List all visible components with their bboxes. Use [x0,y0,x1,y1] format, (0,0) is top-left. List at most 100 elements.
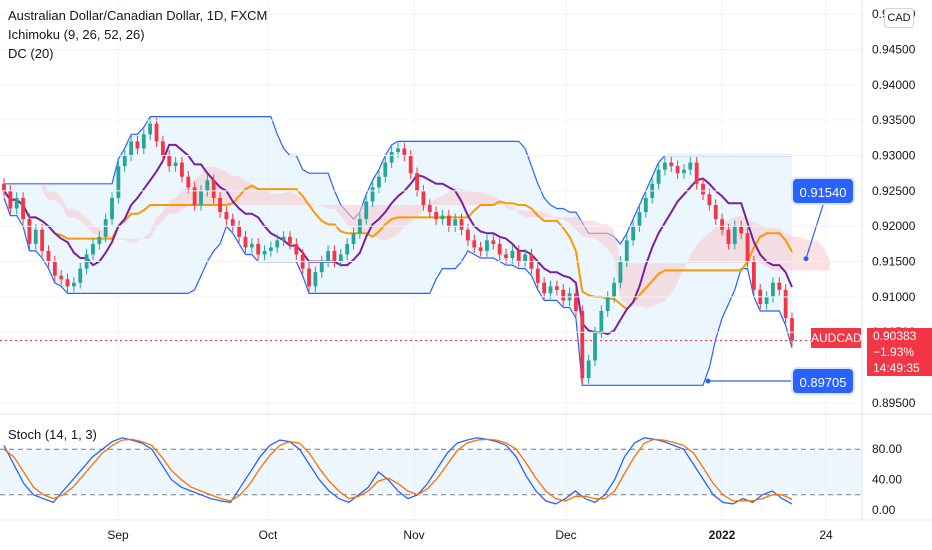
candle-body [408,155,413,174]
candle-body [586,360,591,379]
price-plot[interactable] [0,116,862,386]
candle-body [726,229,731,244]
symbol-tag: AUDCAD [811,328,862,348]
candle-body [173,162,178,167]
time-tick-label: Nov [403,528,424,542]
upper-callout-anchor [803,256,809,262]
candle-body [243,236,248,248]
stoch-axis: 80.00 40.00 0.00 [872,442,902,517]
candle-body [351,233,356,244]
candle-body [40,229,45,251]
candle-body [97,236,102,244]
candle-body [510,250,515,259]
candle-body [688,162,693,170]
stochastic-plot[interactable] [0,437,862,505]
candle-body [542,282,547,294]
ichimoku-cloud [42,166,831,308]
candle-body [732,226,737,244]
donchian-lower [3,197,793,386]
price-tick-label: 0.92500 [872,184,916,198]
candle-body [313,272,318,287]
candle-body [504,254,508,259]
time-tick-label: Oct [259,528,278,542]
candle-body [91,243,95,255]
candle-body [129,141,134,156]
candle-body [199,190,203,205]
stoch-legend[interactable]: Stoch (14, 1, 3) [8,427,97,442]
candle-body [415,173,419,191]
candle-body [160,141,165,156]
time-tick-label: Sep [107,528,129,542]
candle-body [21,197,25,220]
candle-body [237,226,242,237]
candle-body [465,229,470,241]
candle-body [491,240,496,244]
candle-body [453,219,458,227]
candle-body [618,261,623,283]
candle-body [739,226,744,234]
candle-body [675,166,680,174]
donchian-upper [4,116,792,245]
candle-body [459,219,464,230]
candle-body [720,219,725,230]
last-price: 0.90383 [873,329,917,343]
candle-body [281,236,286,241]
candle-body [167,155,172,167]
candle-body [472,240,477,248]
candle-body [224,212,229,220]
time-tick-label: Dec [555,528,576,542]
candle-body [434,212,439,220]
candle-body [612,282,616,297]
price-tick-label: 0.89500 [872,396,916,410]
lower-price-callout[interactable]: 0.89705 [791,367,855,395]
price-tick-label: 0.91000 [872,290,916,304]
time-tick-label: 2022 [709,528,736,542]
candle-body [771,282,775,297]
candle-body [783,289,788,319]
candle-body [332,250,337,262]
kijun-line [3,184,793,311]
price-tick-label: 0.94500 [872,42,916,56]
candle-body [485,240,489,251]
candle-body [574,293,578,312]
time-tick-label: 24 [819,528,833,542]
upper-price-callout[interactable]: 0.91540 [791,177,855,205]
candle-body [154,123,159,142]
candle-body [523,254,528,262]
time-axis[interactable]: Sep Oct Nov Dec 2022 24 [107,528,833,542]
candle-body [694,162,699,184]
candle-body [790,318,794,341]
candle-body [192,187,197,205]
candle-body [516,250,521,262]
candle-body [268,247,273,251]
candle-body [14,197,19,209]
candle-body [103,219,108,237]
candle-body [745,233,750,262]
currency-button[interactable]: CAD [884,8,914,28]
bar-countdown: 14:49:35 [873,361,920,375]
price-change: −1.93% [873,345,915,359]
last-price-tag: 0.90383 −1.93% 14:49:35 [867,328,932,376]
candle-body [389,151,394,163]
candle-body [662,162,667,170]
candle-body [446,215,451,227]
candle-body [497,243,502,255]
candle-body [27,219,32,244]
upper-callout-connector [805,204,824,259]
price-tick-label: 0.93500 [872,113,916,127]
candle-body [262,250,267,255]
candle-body [440,215,445,220]
candle-body [764,296,769,304]
candle-body [599,311,604,333]
candle-body [65,279,70,287]
candle-body [593,332,597,361]
chart-title[interactable]: Australian Dollar/Canadian Dollar, 1D, F… [8,8,268,23]
candle-body [364,201,369,220]
ichimoku-legend[interactable]: Ichimoku (9, 26, 52, 26) [8,27,145,42]
candle-body [713,205,718,220]
candle-body [561,289,566,301]
candle-body [669,162,674,167]
candle-body [141,134,146,149]
donchian-legend[interactable]: DC (20) [8,46,54,61]
